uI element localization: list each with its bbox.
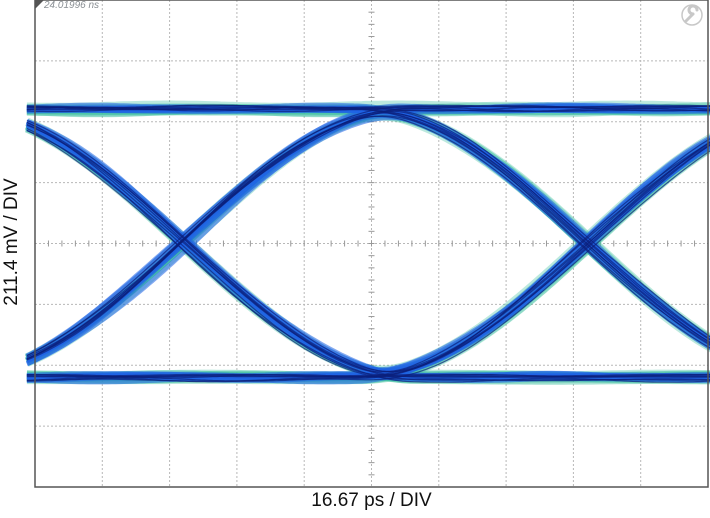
corner-marker	[35, 0, 44, 9]
eye-trace	[26, 122, 710, 372]
eye-trace	[26, 121, 710, 373]
eye-trace	[26, 109, 710, 360]
wrench-icon[interactable]	[681, 4, 703, 26]
y-axis-label: 211.4 mV / DIV	[1, 178, 22, 306]
eye-trace	[26, 130, 710, 383]
eye-trace	[26, 150, 710, 382]
eye-trace	[26, 127, 710, 376]
plot-frame	[34, 0, 709, 488]
eye-trace	[26, 104, 710, 109]
eye-trace	[26, 105, 710, 109]
eye-trace	[26, 107, 710, 113]
eye-trace	[26, 141, 710, 383]
x-axis-label: 16.67 ps / DIV	[311, 490, 432, 511]
timestamp-label: 24.01996 ns	[44, 0, 100, 11]
